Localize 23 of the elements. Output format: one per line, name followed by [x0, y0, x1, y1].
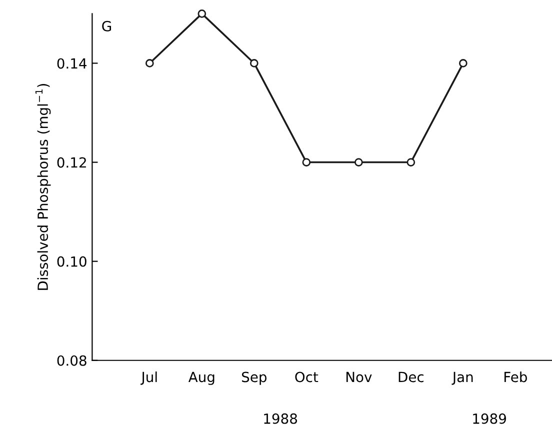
x-tick-label: Oct [295, 372, 318, 382]
y-tick-label: 0.14 [57, 58, 87, 69]
x-tick-label: Aug [188, 372, 214, 385]
point [198, 10, 206, 18]
x-tick-label: Nov [346, 372, 372, 382]
x-tick-label: Jan [452, 372, 473, 385]
x-tick-label: Jul [140, 371, 157, 385]
y-tick-label: 0.10 [57, 256, 86, 267]
text: 1988 [264, 413, 298, 424]
point [302, 158, 311, 166]
x-tick-label: Feb [504, 371, 527, 382]
y-tick-label: 0.12 [57, 157, 86, 168]
text: 1989 [473, 413, 506, 424]
point [145, 59, 154, 68]
y-axis-title: Dissolved Phosphorus (mgl$^{−1}$) [35, 84, 51, 290]
x-tick-label: Dec [398, 372, 424, 382]
point [459, 59, 468, 68]
point [354, 158, 363, 166]
y-tick-label: 0.08 [57, 355, 86, 366]
point [406, 158, 416, 166]
point [250, 59, 258, 68]
x-tick-label: Sep [242, 372, 266, 385]
annotation: G [102, 20, 112, 32]
